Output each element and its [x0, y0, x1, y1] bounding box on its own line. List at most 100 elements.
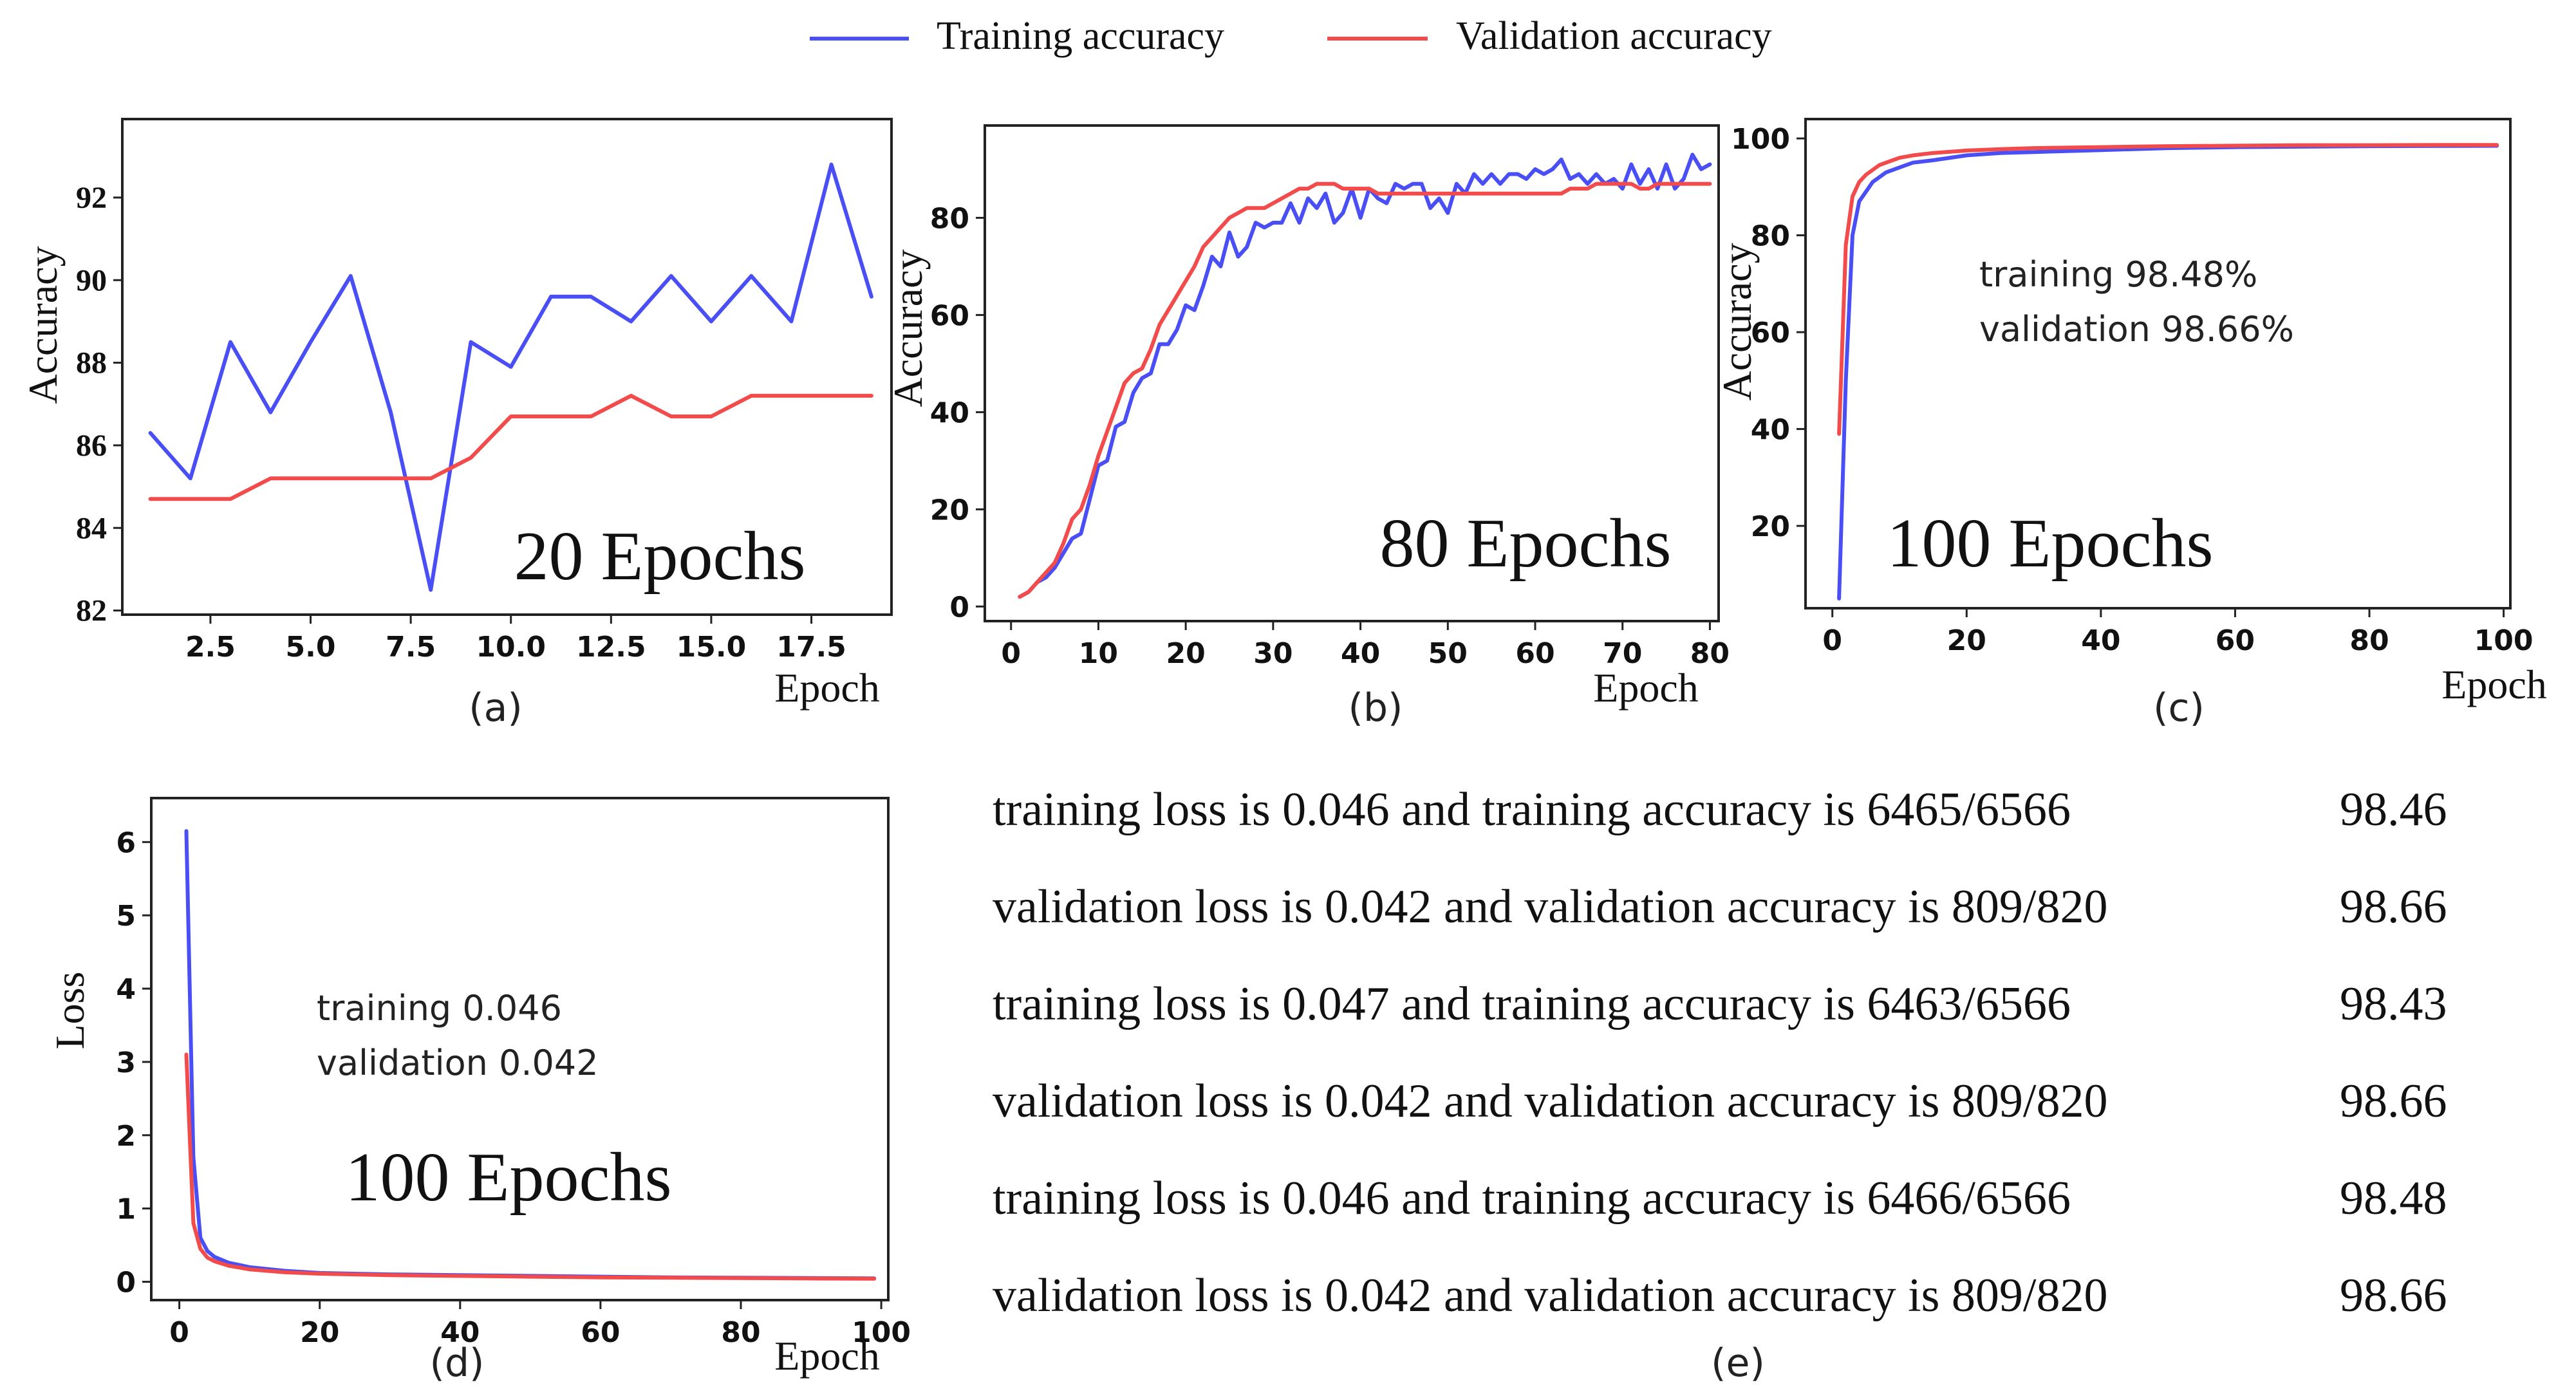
panel-e-label: (e) [1711, 1341, 1765, 1386]
y-tick-label: 6 [116, 826, 136, 859]
legend: Training accuracy Validation accuracy [810, 14, 1772, 58]
panel-c-ylabel: Accuracy [1714, 243, 1760, 400]
x-tick-label: 80 [1690, 637, 1730, 670]
table-row-value: 98.66 [2340, 1269, 2447, 1322]
panel-d-label: (d) [430, 1341, 485, 1386]
series-line-training [1018, 153, 1712, 599]
x-tick-label: 60 [2216, 624, 2255, 657]
panel-c-inset-training: training 98.48% [1979, 254, 2257, 295]
panel-c-label: (c) [2153, 685, 2205, 731]
table-row-value: 98.43 [2340, 978, 2447, 1030]
y-tick-label: 3 [116, 1047, 136, 1079]
x-tick-label: 60 [1515, 637, 1554, 670]
y-tick-label: 80 [930, 202, 969, 235]
panel-b-annotation: 80 Epochs [1380, 505, 1672, 582]
series-line-validation [184, 1052, 877, 1281]
panel-a-ylabel: Accuracy [20, 246, 66, 404]
y-tick-label: 20 [1751, 510, 1790, 543]
x-tick-label: 2.5 [185, 631, 236, 664]
y-tick-label: 80 [1751, 220, 1790, 253]
x-tick-label: 5.0 [286, 631, 336, 664]
x-tick-label: 60 [581, 1316, 620, 1349]
series-line-training [148, 162, 873, 592]
y-tick-label: 0 [116, 1267, 136, 1299]
y-tick-label: 86 [76, 429, 107, 463]
y-tick-label: 40 [1751, 414, 1790, 447]
y-tick-label: 4 [116, 973, 136, 1006]
panel-d: 0 20 40 60 80 100 0 1 2 3 4 5 6 Loss Epoch 100 Epoch… [47, 797, 911, 1386]
x-tick-label: 70 [1603, 637, 1642, 670]
table-row-text: training loss is 0.047 and training accu… [993, 978, 2071, 1030]
x-tick-label: 20 [1166, 637, 1206, 670]
table-row-value: 98.66 [2340, 1075, 2447, 1128]
table-row-value: 98.48 [2340, 1172, 2447, 1225]
plot-frame [121, 118, 893, 616]
x-tick-label: 12.5 [576, 631, 646, 664]
x-tick-label: 40 [440, 1316, 480, 1349]
x-tick-label: 80 [721, 1316, 760, 1349]
x-tick-label: 40 [2081, 624, 2120, 657]
table-row-text: training loss is 0.046 and training accu… [993, 1172, 2071, 1225]
panel-c-xlabel: Epoch [2441, 662, 2547, 707]
plot-area-c: 0 20 40 60 80 100 20 40 60 80 100 [1731, 118, 2534, 657]
y-tick-label: 90 [76, 263, 107, 297]
panel-a-annotation: 20 Epochs [514, 518, 806, 595]
x-tick-label: 0 [1001, 637, 1021, 670]
table-row-text: validation loss is 0.042 and validation … [993, 1075, 2108, 1128]
y-tick-label: 60 [930, 299, 969, 332]
x-tick-label: 20 [300, 1316, 339, 1349]
y-tick-label: 60 [1751, 317, 1790, 349]
y-tick-label: 88 [76, 346, 107, 380]
y-tick-label: 100 [1731, 123, 1790, 156]
panel-d-inset-validation: validation 0.042 [317, 1043, 599, 1083]
series-line-validation [1837, 143, 2499, 436]
table-row-value: 98.66 [2340, 880, 2447, 933]
legend-training-label: Training accuracy [937, 14, 1224, 58]
y-tick-label: 1 [116, 1193, 136, 1226]
y-tick-label: 92 [76, 181, 107, 215]
x-tick-label: 20 [1947, 624, 1986, 657]
x-tick-label: 30 [1253, 637, 1293, 670]
y-tick-label: 2 [116, 1120, 136, 1153]
plot-frame [150, 797, 890, 1301]
table-row-text: training loss is 0.046 and training accu… [993, 783, 2071, 836]
panel-b: 0 10 20 30 40 50 60 70 80 0 20 40 60 80 Accuracy Epoc… [885, 124, 1730, 731]
y-tick-label: 5 [116, 900, 136, 933]
y-tick-label: 0 [949, 591, 969, 624]
results-table: training loss is 0.046 and training accu… [993, 783, 2447, 1322]
y-tick-label: 84 [76, 511, 107, 545]
panel-a-label: (a) [469, 685, 523, 731]
panel-d-inset-training: training 0.046 [317, 988, 562, 1028]
panel-a-xlabel: Epoch [774, 665, 880, 711]
panel-c-annotation: 100 Epochs [1887, 505, 2214, 582]
panel-c: 0 20 40 60 80 100 20 40 60 80 100 Accuracy Epoch 1… [1714, 118, 2547, 731]
x-tick-label: 50 [1428, 637, 1468, 670]
x-tick-label: 10 [1079, 637, 1118, 670]
panel-e: training loss is 0.046 and training accu… [993, 783, 2447, 1386]
panel-d-ylabel: Loss [47, 972, 93, 1050]
panel-b-xlabel: Epoch [1593, 665, 1699, 711]
x-tick-label: 100 [852, 1316, 911, 1349]
x-tick-label: 10.0 [476, 631, 546, 664]
panel-a: 2.5 5.0 7.5 10.0 12.5 15.0 17.5 82 84 86 88 90 92 Ac… [20, 118, 893, 731]
legend-validation-label: Validation accuracy [1456, 14, 1772, 58]
panel-b-ylabel: Accuracy [885, 249, 931, 407]
x-tick-label: 100 [2474, 624, 2534, 657]
panel-c-inset-validation: validation 98.66% [1979, 309, 2294, 349]
series-line-validation [148, 393, 873, 501]
x-tick-label: 7.5 [386, 631, 436, 664]
panel-d-annotation: 100 Epochs [346, 1139, 672, 1216]
panel-d-xlabel: Epoch [774, 1333, 880, 1379]
table-row-text: validation loss is 0.042 and validation … [993, 880, 2108, 933]
plot-area-d: 0 20 40 60 80 100 0 1 2 3 4 5 6 [116, 797, 911, 1349]
x-tick-label: 40 [1341, 637, 1380, 670]
plot-frame [984, 124, 1720, 622]
plot-area-a: 2.5 5.0 7.5 10.0 12.5 15.0 17.5 82 84 86 88 90 92 [76, 118, 893, 664]
x-tick-label: 0 [1822, 624, 1842, 657]
plot-frame [1804, 118, 2512, 610]
x-tick-label: 80 [2349, 624, 2389, 657]
table-row-text: validation loss is 0.042 and validation … [993, 1269, 2108, 1322]
y-tick-label: 20 [930, 494, 969, 526]
x-tick-label: 17.5 [776, 631, 846, 664]
